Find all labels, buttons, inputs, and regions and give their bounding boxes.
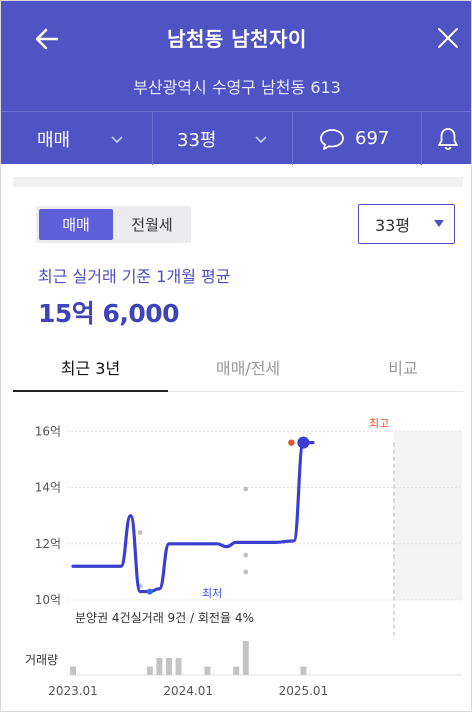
page-title: 남천동 남천자이 — [167, 27, 307, 51]
toggle-rent[interactable]: 전월세 — [131, 216, 173, 234]
divider — [152, 112, 153, 165]
scatter-point — [243, 569, 249, 575]
low-point-label: 최저 — [202, 587, 223, 600]
chevron-down-icon — [255, 135, 268, 143]
transaction-summary: 분양권 4건실거래 9건 / 회전율 4% — [75, 611, 254, 625]
size-select[interactable]: 33평 — [358, 204, 455, 244]
address-text: 부산광역시 수영구 남천동 613 — [133, 78, 341, 97]
volume-bar — [175, 658, 182, 675]
close-icon[interactable] — [433, 23, 463, 53]
bell-icon[interactable] — [435, 126, 461, 152]
tab-compare[interactable]: 비교 — [388, 358, 418, 378]
header: 남천동 남천자이 부산광역시 수영구 남천동 613 매매 33평 — [1, 1, 471, 165]
volume-label: 거래량 — [25, 653, 59, 667]
volume-bar — [156, 658, 163, 675]
x-tick-label: 2023.01 — [48, 684, 98, 698]
tab-recent-3y[interactable]: 최근 3년 — [60, 358, 121, 378]
deal-type-label: 매매 — [37, 129, 71, 151]
x-tick-label: 2024.01 — [163, 684, 213, 698]
price-caption: 최근 실거래 기준 1개월 평균 — [38, 267, 231, 286]
back-arrow-icon[interactable] — [31, 23, 63, 55]
y-tick-label: 14억 — [35, 481, 61, 495]
low-point-marker — [146, 588, 153, 595]
volume-bar — [70, 666, 76, 675]
y-tick-label: 16억 — [35, 424, 61, 438]
volume-bar — [204, 666, 211, 675]
price-line — [71, 441, 315, 594]
volume-bar — [242, 641, 249, 675]
volume-bar — [146, 666, 153, 675]
deal-toggle: 매매 전월세 — [36, 206, 191, 243]
comment-count: 697 — [355, 128, 390, 149]
comments-button[interactable]: 697 — [319, 112, 419, 165]
tab-sale-rent[interactable]: 매매/전세 — [215, 358, 281, 378]
x-tick-label: 2025.01 — [279, 684, 329, 698]
size-label: 33평 — [177, 129, 217, 151]
toggle-sale[interactable]: 매매 — [39, 209, 113, 240]
y-tick-label: 12억 — [35, 537, 61, 551]
price-chart[interactable]: 16억 14억 12억 10억 2023.01 2024.01 2025.01 최고 최저 … — [1, 396, 471, 711]
dropdown-triangle-icon — [434, 220, 444, 227]
size-select-value: 33평 — [375, 216, 411, 235]
high-point-label: 최고 — [369, 417, 390, 430]
scatter-point — [243, 552, 249, 558]
deal-type-dropdown[interactable]: 매매 — [37, 112, 137, 165]
scatter-point — [243, 486, 249, 492]
speech-bubble-icon — [320, 128, 344, 150]
active-tab-underline — [13, 390, 168, 392]
chevron-down-icon — [111, 135, 123, 143]
divider — [421, 112, 422, 165]
size-dropdown[interactable]: 33평 — [177, 112, 287, 165]
volume-bar — [233, 666, 240, 675]
y-tick-label: 10억 — [35, 593, 61, 607]
scatter-point — [137, 530, 143, 535]
price-chart-svg: 16억 14억 12억 10억 2023.01 2024.01 2025.01 — [35, 424, 462, 698]
volume-bar — [300, 666, 307, 675]
future-shade — [394, 431, 462, 600]
current-point-marker — [297, 436, 310, 449]
volume-bar — [166, 658, 172, 675]
filter-bar: 매매 33평 697 — [1, 111, 471, 165]
section-divider — [13, 177, 463, 187]
average-price: 15억 6,000 — [38, 299, 180, 328]
divider — [292, 112, 293, 165]
period-tabs: 최근 3년 매매/전세 비교 — [13, 341, 463, 392]
high-point-marker — [288, 439, 295, 446]
